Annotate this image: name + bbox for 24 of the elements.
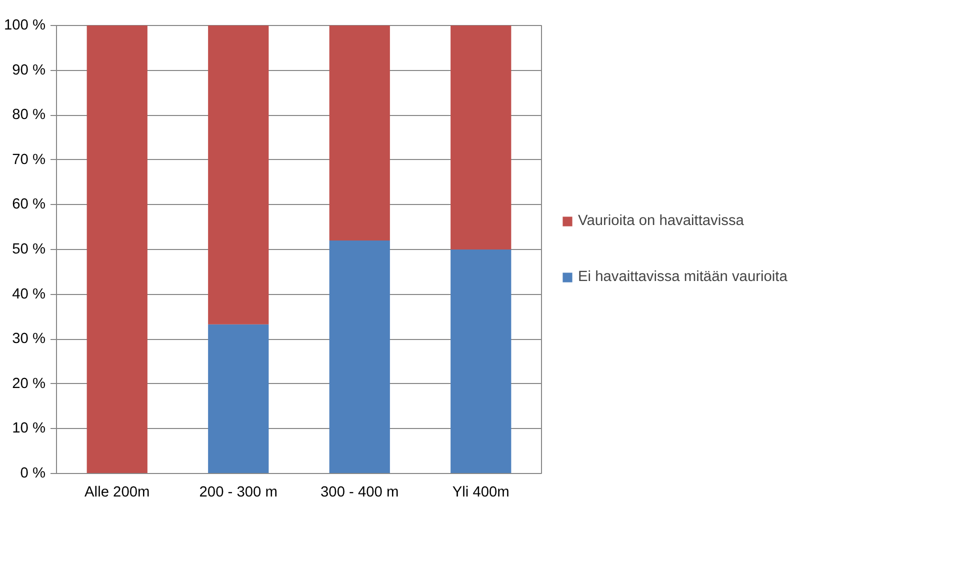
y-tick-label: 20 % <box>12 376 46 392</box>
bar <box>329 26 390 241</box>
x-tick-label: 300 - 400 m <box>320 484 399 500</box>
y-tick-label: 10 % <box>12 420 46 437</box>
x-tick-label: Yli 400m <box>452 484 510 500</box>
y-tick-label: 40 % <box>12 286 46 302</box>
y-tick-label: 80 % <box>12 107 46 124</box>
legend-label: Vaurioita on havaittavissa <box>578 213 744 229</box>
bar <box>208 324 269 474</box>
y-tick-label: 100 % <box>4 18 46 34</box>
bar <box>329 240 390 474</box>
y-tick-label: 90 % <box>12 62 46 78</box>
legend-label: Ei havaittavissa mitään vaurioita <box>578 269 788 285</box>
x-tick-label: Alle 200m <box>84 484 150 500</box>
y-tick-label: 50 % <box>12 242 46 258</box>
bar <box>450 26 512 250</box>
bar <box>86 26 148 474</box>
y-tick-label: 30 % <box>12 331 46 348</box>
y-tick-label: 60 % <box>12 196 46 213</box>
y-tick-label: 0 % <box>20 466 46 482</box>
bar <box>208 26 269 324</box>
bar <box>450 250 512 474</box>
y-tick-label: 70 % <box>12 152 46 168</box>
x-tick-label: 200 - 300 m <box>199 484 278 500</box>
